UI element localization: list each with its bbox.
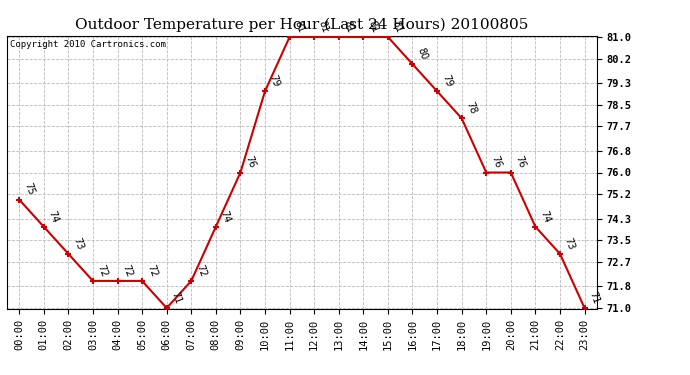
Text: 72: 72: [145, 263, 159, 278]
Text: 72: 72: [120, 263, 134, 278]
Text: 74: 74: [219, 209, 233, 224]
Text: 72: 72: [96, 263, 110, 278]
Text: 81: 81: [391, 19, 404, 34]
Text: 76: 76: [489, 154, 502, 170]
Text: Copyright 2010 Cartronics.com: Copyright 2010 Cartronics.com: [10, 40, 166, 49]
Text: 81: 81: [366, 19, 380, 34]
Text: 73: 73: [71, 236, 85, 251]
Text: 72: 72: [194, 263, 208, 278]
Text: 71: 71: [587, 290, 601, 305]
Text: 80: 80: [415, 46, 429, 61]
Text: 71: 71: [170, 290, 183, 305]
Title: Outdoor Temperature per Hour (Last 24 Hours) 20100805: Outdoor Temperature per Hour (Last 24 Ho…: [75, 17, 529, 32]
Text: 79: 79: [268, 74, 282, 88]
Text: 81: 81: [293, 19, 306, 34]
Text: 76: 76: [513, 154, 527, 170]
Text: 79: 79: [440, 74, 453, 88]
Text: 78: 78: [464, 100, 478, 116]
Text: 81: 81: [342, 19, 355, 34]
Text: 75: 75: [22, 182, 36, 197]
Text: 74: 74: [46, 209, 60, 224]
Text: 73: 73: [563, 236, 576, 251]
Text: 76: 76: [243, 154, 257, 170]
Text: 81: 81: [317, 19, 331, 34]
Text: 74: 74: [538, 209, 552, 224]
